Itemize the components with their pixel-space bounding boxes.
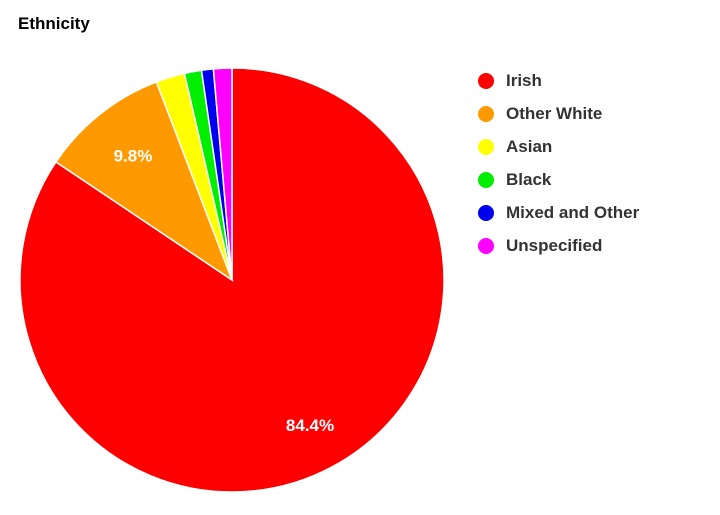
- legend-item[interactable]: Other White: [478, 97, 639, 130]
- data-label: 84.4%: [286, 416, 334, 435]
- legend-label: Asian: [506, 136, 553, 156]
- legend-marker: [478, 237, 494, 254]
- legend-marker: [478, 105, 494, 122]
- chart-title: Ethnicity: [18, 14, 90, 33]
- legend-label: Mixed and Other: [506, 202, 640, 222]
- legend-marker: [478, 138, 494, 155]
- legend-marker: [478, 72, 494, 89]
- legend: Irish Other White Asian Black Mixed and Othe…: [478, 64, 639, 262]
- legend-item[interactable]: Black: [478, 163, 639, 196]
- legend-label: Irish: [506, 70, 542, 90]
- legend-label: Black: [506, 169, 552, 189]
- legend-marker: [478, 204, 494, 221]
- legend-item[interactable]: Unspecified: [478, 229, 639, 262]
- legend-label: Other White: [506, 103, 603, 123]
- legend-item[interactable]: Asian: [478, 130, 639, 163]
- legend-label: Unspecified: [506, 235, 603, 255]
- pie-slice-unspecified: [212, 67, 233, 281]
- legend-item[interactable]: Irish: [478, 64, 639, 97]
- legend-item[interactable]: Mixed and Other: [478, 196, 639, 229]
- legend-marker: [478, 171, 494, 188]
- data-label: 9.8%: [114, 147, 153, 166]
- pie-slice-other-white: [54, 80, 234, 282]
